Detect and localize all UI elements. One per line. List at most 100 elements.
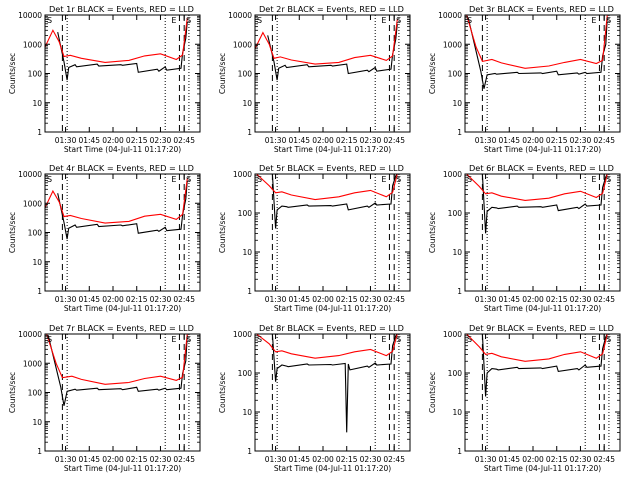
chart-panel-6: Det 6r BLACK = Events, RED = LLD 1 10 100 10…: [428, 163, 621, 313]
series-line-lld: [44, 178, 188, 224]
x-tick-label: 01:45: [78, 136, 100, 145]
series-line-events: [57, 180, 188, 240]
corner-label-end: E: [381, 175, 386, 184]
series-line-lld: [466, 333, 608, 362]
y-tick-label: 1: [247, 128, 252, 137]
x-tick-label: 02:30: [150, 136, 172, 145]
y-tick-label: 10000: [18, 11, 42, 20]
series-line-events: [47, 335, 188, 406]
y-tick-label: 1: [37, 447, 42, 456]
corner-label-end: E: [171, 16, 176, 25]
y-tick-label: 1: [457, 287, 462, 296]
corner-label-end: E: [171, 335, 176, 344]
x-tick-label: 02:00: [522, 136, 544, 145]
x-tick-label: 02:15: [126, 455, 148, 464]
y-tick-label: 1000: [23, 199, 42, 208]
y-axis-label: Counts/sec: [8, 53, 17, 94]
x-tick-label: 02:15: [546, 295, 568, 304]
corner-label-start: S: [47, 335, 52, 344]
x-tick-label: 02:45: [383, 136, 405, 145]
series-line-lld: [466, 173, 608, 201]
x-tick-label: 01:30: [55, 455, 77, 464]
corner-label-start-2: S: [186, 335, 191, 344]
y-tick-label: 100: [448, 369, 463, 378]
x-tick-label: 01:30: [475, 455, 497, 464]
x-tick-label: 01:45: [288, 295, 310, 304]
x-tick-label: 01:30: [475, 136, 497, 145]
chart-panel-9: Det 9r BLACK = Events, RED = LLD 1 10 100 10…: [428, 323, 621, 473]
y-tick-label: 100: [28, 70, 43, 79]
corner-label-start: S: [257, 335, 262, 344]
y-tick-label: 10000: [18, 330, 42, 339]
x-axis-label: Start Time (04-Jul-11 01:17:20): [64, 145, 181, 154]
x-axis-label: Start Time (04-Jul-11 01:17:20): [274, 304, 391, 313]
corner-label-start-2: S: [396, 16, 401, 25]
y-tick-label: 100: [448, 70, 463, 79]
corner-label-end: E: [591, 335, 596, 344]
y-tick-label: 10: [32, 418, 42, 427]
x-tick-label: 01:30: [55, 136, 77, 145]
x-tick-label: 02:15: [126, 295, 148, 304]
chart-title: Det 6r BLACK = Events, RED = LLD: [469, 163, 614, 173]
x-axis-label: Start Time (04-Jul-11 01:17:20): [274, 464, 391, 473]
series-line-lld: [254, 19, 398, 65]
x-tick-label: 02:00: [312, 455, 334, 464]
corner-label-end: E: [381, 16, 386, 25]
x-tick-label: 01:30: [55, 295, 77, 304]
y-tick-label: 100: [28, 229, 43, 238]
x-tick-label: 02:45: [173, 136, 195, 145]
series-line-events: [57, 21, 188, 81]
x-tick-label: 01:30: [475, 295, 497, 304]
corner-label-end: E: [591, 175, 596, 184]
corner-label-end: E: [171, 175, 176, 184]
chart-panel-2: Det 2r BLACK = Events, RED = LLD 1 10 100 10…: [218, 4, 411, 154]
series-line-events: [467, 17, 608, 89]
chart-panel-3: Det 3r BLACK = Events, RED = LLD 1 10 100 10…: [428, 4, 621, 154]
corner-label-start: S: [47, 175, 52, 184]
corner-label-start-2: S: [606, 175, 611, 184]
chart-title: Det 8r BLACK = Events, RED = LLD: [259, 323, 404, 333]
y-tick-label: 1: [37, 287, 42, 296]
y-tick-label: 1000: [443, 330, 462, 339]
y-axis-label: Counts/sec: [218, 53, 227, 94]
x-tick-label: 02:00: [102, 295, 124, 304]
x-tick-label: 02:00: [312, 295, 334, 304]
y-axis-label: Counts/sec: [428, 372, 437, 413]
y-tick-label: 100: [238, 209, 253, 218]
plot-frame: [254, 333, 411, 452]
y-tick-label: 10: [452, 99, 462, 108]
corner-label-start-2: S: [606, 16, 611, 25]
x-tick-label: 01:30: [265, 455, 287, 464]
plot-frame: [44, 333, 201, 452]
y-axis-label: Counts/sec: [218, 212, 227, 253]
y-tick-label: 100: [448, 209, 463, 218]
y-tick-label: 1000: [23, 359, 42, 368]
corner-label-start: S: [467, 175, 472, 184]
corner-label-start: S: [257, 175, 262, 184]
chart-title: Det 2r BLACK = Events, RED = LLD: [259, 4, 404, 14]
chart-panel-4: Det 4r BLACK = Events, RED = LLD 1 10 100 10…: [8, 163, 201, 313]
y-tick-label: 10: [242, 248, 252, 257]
y-axis-label: Counts/sec: [8, 212, 17, 253]
x-axis-label: Start Time (04-Jul-11 01:17:20): [484, 145, 601, 154]
y-axis-label: Counts/sec: [218, 372, 227, 413]
x-axis-label: Start Time (04-Jul-11 01:17:20): [484, 304, 601, 313]
x-tick-label: 01:45: [288, 136, 310, 145]
chart-title: Det 1r BLACK = Events, RED = LLD: [49, 4, 194, 14]
y-axis-label: Counts/sec: [8, 372, 17, 413]
y-tick-label: 10: [452, 408, 462, 417]
chart-title: Det 4r BLACK = Events, RED = LLD: [49, 163, 194, 173]
x-tick-label: 02:30: [360, 455, 382, 464]
x-tick-label: 01:45: [498, 136, 520, 145]
y-tick-label: 10: [242, 408, 252, 417]
y-tick-label: 10000: [18, 170, 42, 179]
x-tick-label: 02:45: [383, 295, 405, 304]
series-line-lld: [46, 333, 188, 385]
x-tick-label: 02:15: [546, 455, 568, 464]
y-tick-label: 1000: [23, 40, 42, 49]
x-tick-label: 01:30: [265, 136, 287, 145]
x-tick-label: 02:15: [126, 136, 148, 145]
y-tick-label: 1000: [233, 330, 252, 339]
plot-frame: [464, 173, 621, 292]
